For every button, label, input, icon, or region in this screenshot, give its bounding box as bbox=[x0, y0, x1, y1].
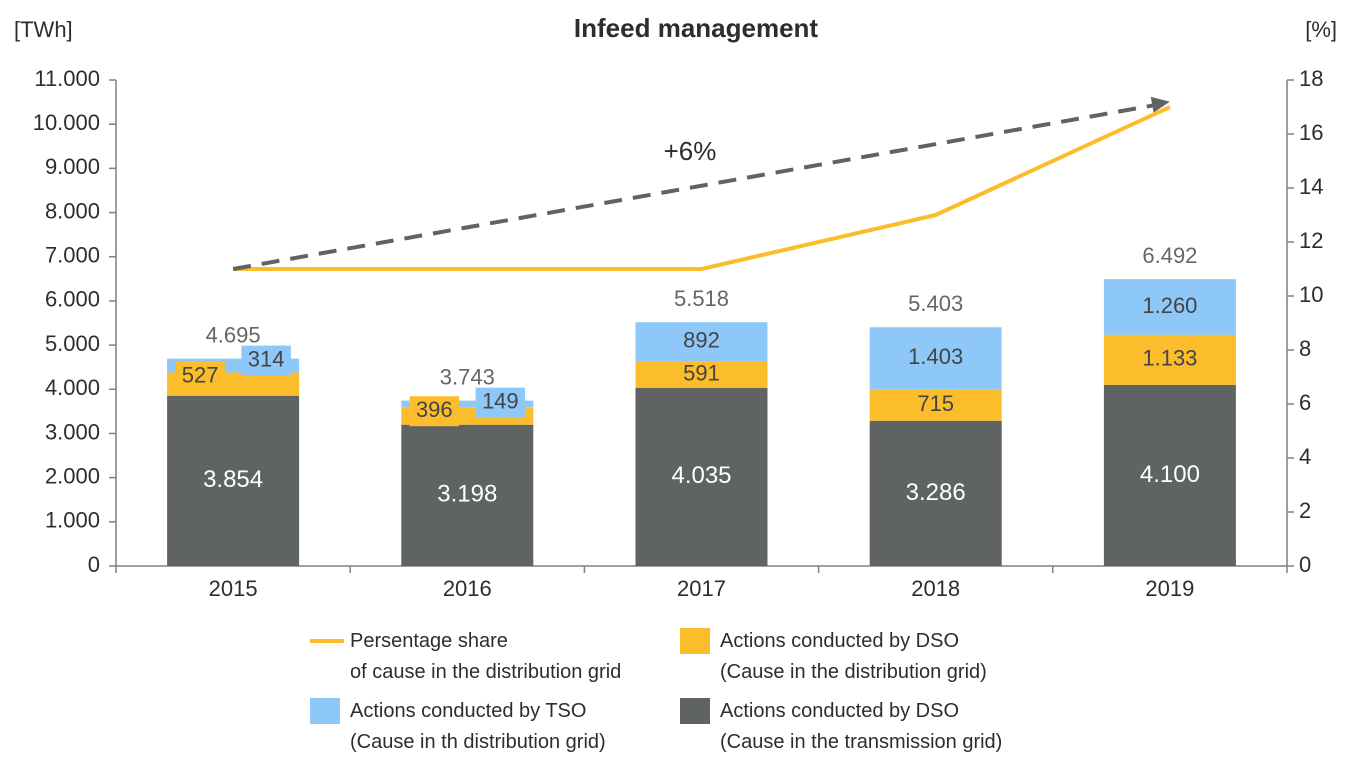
legend-line-swatch bbox=[310, 639, 344, 643]
bar-tso-distribution bbox=[869, 327, 1002, 390]
infeed-chart: Infeed management [TWh] [%] 0 1.000 2.000 3… bbox=[14, 13, 1337, 601]
y-left-tick-label: 6.000 bbox=[45, 287, 100, 312]
legend-label: (Cause in th distribution grid) bbox=[350, 731, 606, 753]
x-tick-label: 2015 bbox=[209, 576, 258, 601]
total-label: 6.492 bbox=[1142, 243, 1197, 268]
y-right-tick-label: 16 bbox=[1299, 120, 1323, 145]
label-tso-distribution: 892 bbox=[683, 328, 720, 353]
label-dso-distribution-box bbox=[175, 361, 225, 392]
label-tso-distribution: 314 bbox=[248, 346, 285, 371]
bar-dso-transmission bbox=[635, 387, 768, 566]
y-left-tick-label: 10.000 bbox=[33, 110, 100, 135]
y-left-tick-label: 11.000 bbox=[34, 66, 100, 91]
y-right-tick-label: 10 bbox=[1299, 282, 1323, 307]
legend-label: Actions conducted by DSO bbox=[720, 630, 960, 652]
y-left-tick-label: 8.000 bbox=[45, 198, 100, 223]
label-tso-distribution-box bbox=[241, 345, 291, 376]
label-dso-transmission: 3.854 bbox=[203, 466, 263, 493]
legend-label: of cause in the distribution grid bbox=[350, 661, 622, 683]
x-tick-label: 2016 bbox=[443, 576, 492, 601]
y-right-tick-label: 18 bbox=[1299, 66, 1323, 91]
legend-label: (Cause in the distribution grid) bbox=[720, 661, 987, 683]
total-label: 5.403 bbox=[908, 291, 963, 316]
bar-dso-transmission bbox=[167, 395, 300, 566]
y-left-tick-label: 2.000 bbox=[45, 463, 100, 488]
stacked-bars bbox=[167, 279, 1236, 566]
chart-title: Infeed management bbox=[574, 13, 819, 43]
bar-dso-distribution bbox=[1103, 334, 1236, 385]
legend-box-swatch bbox=[680, 698, 710, 724]
total-label: 5.518 bbox=[674, 286, 729, 311]
label-dso-distribution-box bbox=[409, 396, 460, 427]
label-tso-distribution: 1.260 bbox=[1142, 293, 1197, 318]
bar-tso-distribution bbox=[1103, 279, 1236, 335]
x-axis-ticks: 2015 2016 2017 2018 2019 bbox=[115, 566, 1288, 601]
y-axis-left-ticks: 0 1.000 2.000 3.000 4.000 5.000 6.000 7.000 8.00… bbox=[33, 66, 116, 577]
y-right-tick-label: 12 bbox=[1299, 228, 1323, 253]
y-right-tick-label: 6 bbox=[1299, 390, 1311, 415]
y-axis-right-label: [%] bbox=[1305, 17, 1337, 42]
x-tick-label: 2017 bbox=[677, 576, 726, 601]
x-tick-label: 2018 bbox=[911, 576, 960, 601]
bar-dso-distribution bbox=[869, 389, 1002, 421]
trend-arrow-line bbox=[232, 102, 1159, 271]
y-left-tick-label: 5.000 bbox=[45, 331, 100, 356]
total-label: 4.695 bbox=[206, 322, 261, 347]
y-right-tick-label: 8 bbox=[1299, 336, 1311, 361]
label-dso-transmission: 3.286 bbox=[906, 479, 966, 506]
label-dso-transmission: 4.035 bbox=[671, 462, 731, 489]
legend-label: Actions conducted by DSO bbox=[720, 700, 960, 722]
legend-box-swatch bbox=[310, 698, 340, 724]
y-left-tick-label: 1.000 bbox=[45, 508, 100, 533]
bar-dso-transmission bbox=[401, 424, 534, 566]
y-left-tick-label: 3.000 bbox=[45, 419, 100, 444]
label-dso-distribution: 591 bbox=[683, 360, 720, 385]
label-tso-distribution-box bbox=[475, 387, 526, 418]
bar-dso-transmission bbox=[1103, 384, 1236, 566]
label-tso-distribution: 149 bbox=[482, 388, 519, 413]
y-right-tick-label: 0 bbox=[1299, 552, 1311, 577]
label-dso-transmission: 4.100 bbox=[1140, 461, 1200, 488]
label-dso-distribution: 715 bbox=[917, 391, 954, 416]
y-axis-left-label: [TWh] bbox=[14, 17, 73, 42]
y-left-tick-label: 4.000 bbox=[45, 375, 100, 400]
label-tso-distribution: 1.403 bbox=[908, 344, 963, 369]
y-left-tick-label: 7.000 bbox=[45, 243, 100, 268]
total-label: 3.743 bbox=[440, 364, 495, 389]
y-right-tick-label: 2 bbox=[1299, 498, 1311, 523]
legend-label: Actions conducted by TSO bbox=[350, 700, 587, 722]
label-dso-distribution: 1.133 bbox=[1142, 346, 1197, 371]
percentage-share-line bbox=[233, 105, 1171, 271]
bar-tso-distribution bbox=[635, 322, 768, 362]
label-dso-transmission: 3.198 bbox=[437, 481, 497, 508]
legend-box-swatch bbox=[680, 628, 710, 654]
y-left-tick-label: 0 bbox=[88, 552, 100, 577]
trend-label: +6% bbox=[664, 136, 717, 166]
legend-label: (Cause in the transmission grid) bbox=[720, 731, 1003, 753]
x-tick-label: 2019 bbox=[1145, 576, 1194, 601]
y-left-tick-label: 9.000 bbox=[45, 154, 100, 179]
trend-arrow-head bbox=[1150, 96, 1170, 113]
y-axis-right-ticks: 0 2 4 6 8 10 12 14 16 18 bbox=[1287, 66, 1323, 577]
label-dso-distribution: 396 bbox=[416, 397, 453, 422]
line-layer: +6% bbox=[232, 96, 1171, 271]
label-dso-distribution: 527 bbox=[182, 362, 219, 387]
legend-label: Persentage share bbox=[350, 630, 508, 652]
bar-dso-distribution bbox=[635, 361, 768, 388]
y-right-tick-label: 4 bbox=[1299, 444, 1311, 469]
bar-dso-transmission bbox=[869, 420, 1002, 566]
bar-tso-distribution bbox=[401, 400, 534, 408]
y-right-tick-label: 14 bbox=[1299, 174, 1323, 199]
